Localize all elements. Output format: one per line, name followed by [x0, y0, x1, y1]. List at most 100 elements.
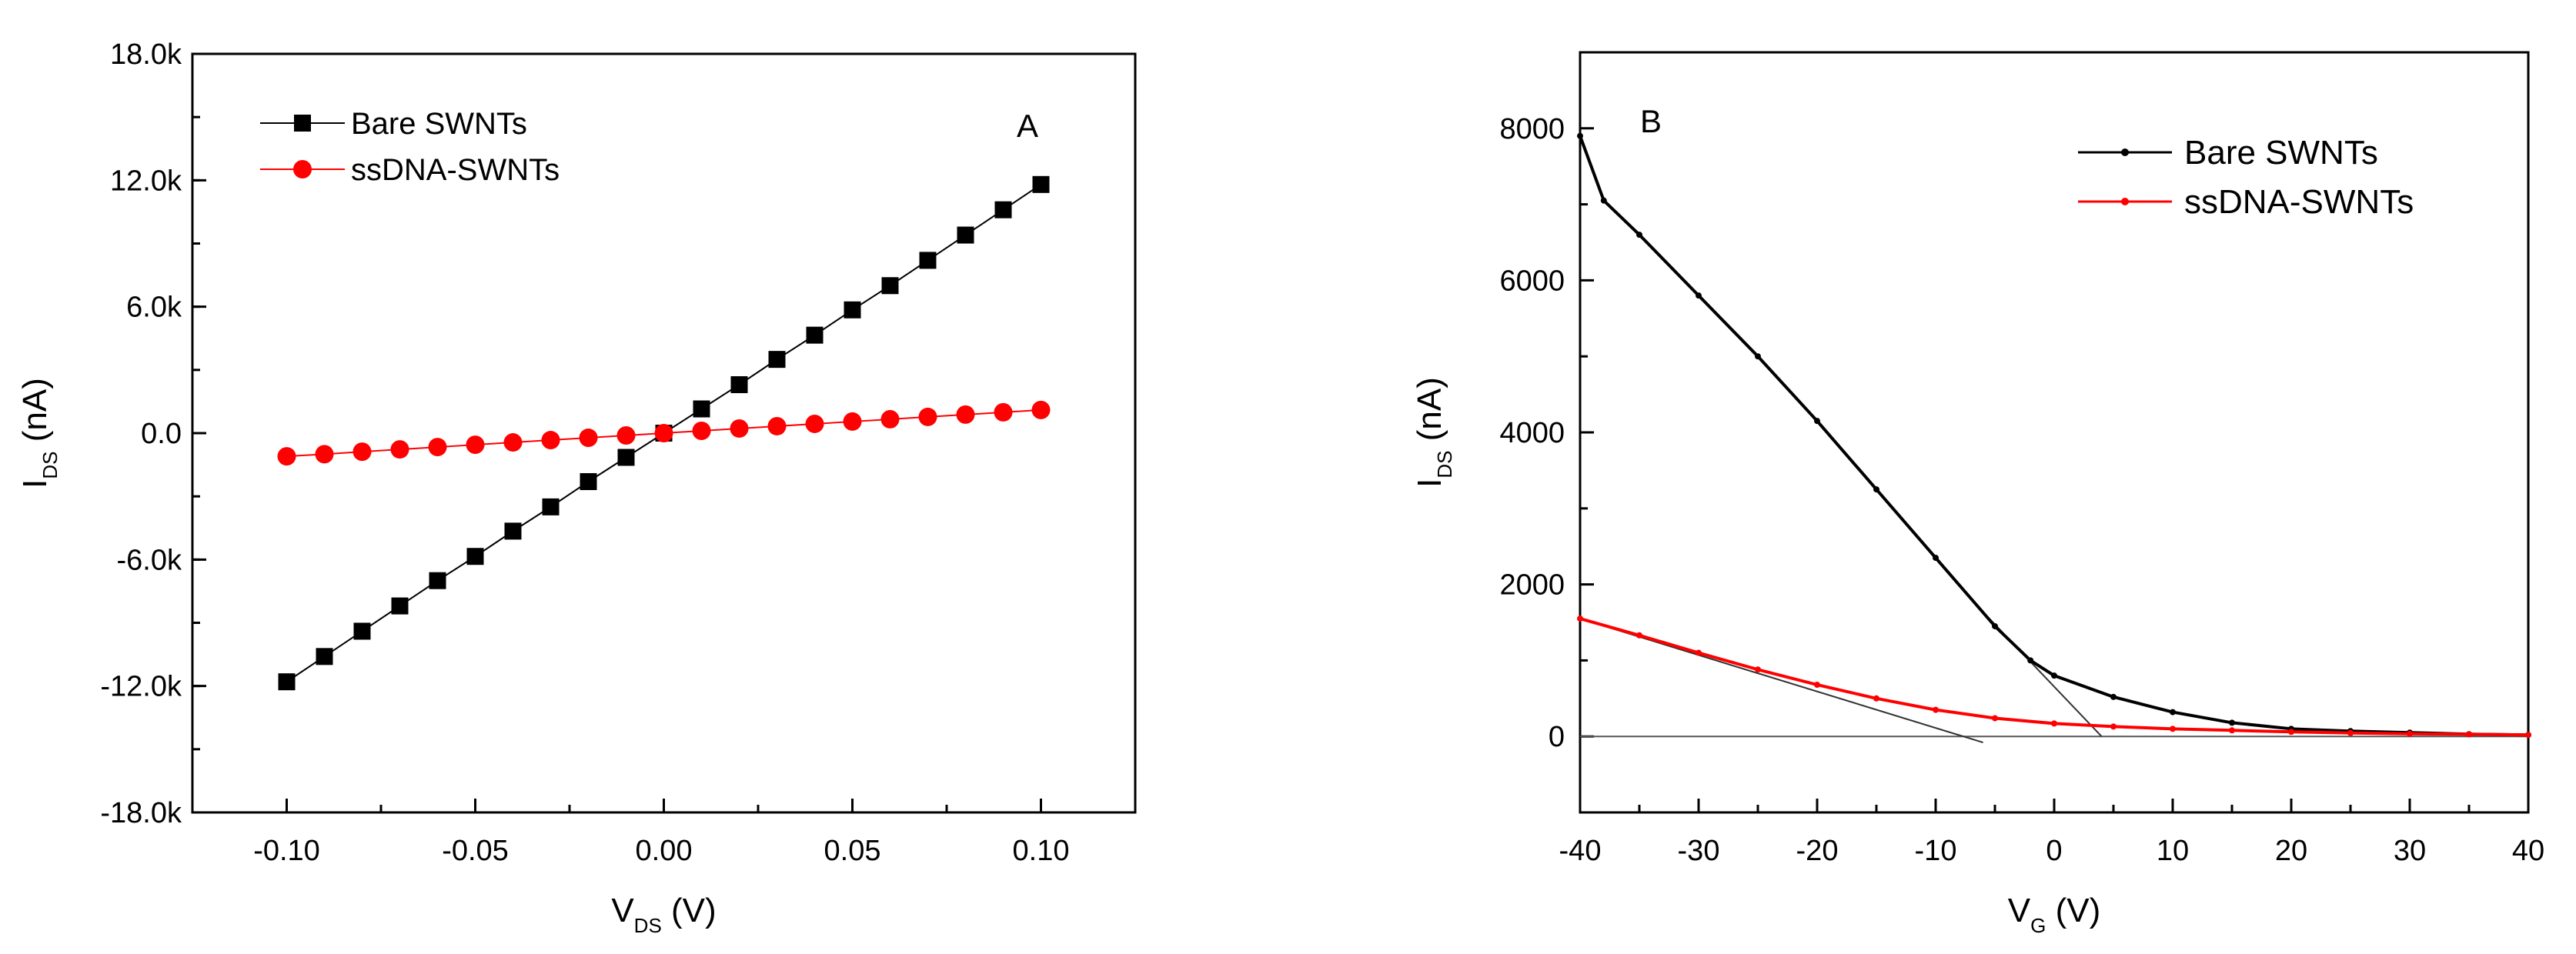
- y-axis-label-a: IDS (nA): [16, 378, 62, 489]
- data-point-bare: [730, 376, 748, 394]
- plot-frame-b: [1579, 51, 2530, 814]
- x-axis-label-a-unit: (V): [662, 892, 717, 929]
- x-tick-label-b: 20: [2275, 835, 2307, 867]
- x-axis-label-b: VG (V): [2008, 892, 2100, 937]
- data-point-bare: [504, 522, 522, 540]
- y-tick-label-b: 8000: [1499, 113, 1565, 145]
- legend-marker: [2121, 198, 2129, 205]
- data-point-ssdna: [541, 431, 560, 450]
- y-axis-label-b: IDS (nA): [1411, 377, 1456, 488]
- panel-b: -40 -30 -20 -10 0 10 20 30 40 0 2000 4000 6000 8000 VG…: [1411, 51, 2544, 937]
- x-axis-label-a: VDS (V): [611, 892, 716, 937]
- data-point-bare: [994, 201, 1012, 218]
- legend-label: ssDNA-SWNTs: [2184, 183, 2414, 221]
- data-point-bare: [1755, 353, 1761, 360]
- data-point-ssdna: [2229, 727, 2235, 734]
- x-tick-label-a: 0.05: [824, 835, 881, 867]
- data-point-ssdna: [2051, 720, 2057, 727]
- data-point-bare: [768, 351, 786, 369]
- y-tick-label-b: 4000: [1499, 417, 1565, 449]
- data-point-ssdna: [2288, 729, 2294, 736]
- data-point-ssdna: [1636, 632, 1642, 639]
- y-tick-label-a: 0.0: [141, 418, 182, 450]
- x-tick-label-a: 0.00: [636, 835, 693, 867]
- data-point-ssdna: [315, 445, 334, 464]
- data-point-ssdna: [654, 424, 673, 442]
- data-point-bare: [580, 472, 597, 490]
- data-point-ssdna: [692, 421, 711, 440]
- y-tick-label-b: 6000: [1499, 265, 1565, 297]
- legend-marker: [293, 160, 312, 178]
- y-tick-label-b: 2000: [1499, 569, 1565, 602]
- data-point-ssdna: [805, 414, 824, 433]
- data-point-ssdna: [956, 405, 975, 424]
- data-point-bare: [919, 252, 937, 269]
- data-point-ssdna: [2466, 731, 2472, 738]
- x-axis-label-a-main: V: [611, 892, 634, 929]
- data-point-ssdna: [2110, 723, 2117, 730]
- x-tick-label-a: -0.05: [442, 835, 509, 867]
- data-point-bare: [844, 301, 861, 319]
- x-tick-label-b: 30: [2394, 835, 2426, 867]
- data-point-bare: [316, 648, 333, 665]
- data-point-bare: [391, 597, 409, 615]
- x-axis-label-b-sub: G: [2030, 914, 2046, 937]
- data-point-bare: [617, 449, 635, 466]
- data-point-bare: [1873, 486, 1879, 493]
- data-point-ssdna: [352, 442, 372, 462]
- data-point-bare: [693, 400, 710, 418]
- data-point-ssdna: [730, 419, 749, 438]
- data-point-ssdna: [2525, 732, 2531, 739]
- data-point-bare: [542, 498, 560, 515]
- y-axis-label-a-unit: (nA): [16, 378, 54, 451]
- data-point-ssdna: [277, 447, 296, 466]
- data-point-ssdna: [1577, 615, 1583, 622]
- y-tick-label-a: -6.0k: [117, 544, 182, 576]
- y-axis-label-b-unit: (nA): [1411, 377, 1448, 450]
- series-line-bare: [1579, 135, 2529, 737]
- x-tick-label-b: 40: [2512, 835, 2544, 867]
- y-tick-label-a: -18.0k: [100, 797, 182, 829]
- data-point-bare: [881, 277, 899, 295]
- panel-a: -0.10 -0.05 0.00 0.05 0.10 -18.0k -12.0k -6.0k 0…: [16, 38, 1137, 937]
- legend-label: ssDNA-SWNTs: [351, 153, 560, 187]
- panel-label-b: B: [1640, 103, 1662, 139]
- y-tick-label-a: -12.0k: [100, 671, 182, 703]
- data-point-bare: [2027, 657, 2034, 664]
- data-point-bare: [278, 673, 296, 691]
- legend-marker: [2121, 148, 2129, 156]
- x-tick-label-b: -40: [1559, 835, 1602, 867]
- data-point-ssdna: [1696, 649, 1702, 656]
- data-point-ssdna: [1814, 682, 1820, 689]
- data-point-ssdna: [1873, 695, 1879, 702]
- x-tick-label-b: 10: [2157, 835, 2189, 867]
- data-point-ssdna: [579, 429, 598, 448]
- data-point-ssdna: [1031, 400, 1051, 419]
- data-point-bare: [353, 622, 371, 640]
- data-point-ssdna: [880, 409, 900, 429]
- data-point-bare: [429, 572, 446, 589]
- data-point-bare: [1636, 232, 1642, 239]
- data-point-ssdna: [2347, 729, 2354, 736]
- data-point-bare: [466, 548, 484, 565]
- data-point-ssdna: [428, 438, 447, 457]
- data-point-ssdna: [466, 435, 485, 455]
- x-axis-label-b-unit: (V): [2046, 892, 2100, 929]
- data-point-ssdna: [503, 433, 523, 452]
- x-tick-label-b: 0: [2046, 835, 2062, 867]
- data-point-bare: [1696, 292, 1702, 299]
- data-point-ssdna: [2170, 726, 2176, 732]
- data-point-bare: [1600, 197, 1607, 204]
- data-point-bare: [1992, 622, 1998, 629]
- data-point-ssdna: [1992, 715, 1998, 722]
- data-point-bare: [2110, 693, 2117, 700]
- data-point-bare: [1814, 418, 1820, 425]
- x-tick-label-b: -30: [1678, 835, 1720, 867]
- data-point-bare: [1577, 132, 1583, 139]
- x-tick-label-a: -0.10: [253, 835, 320, 867]
- data-point-bare: [2229, 719, 2235, 726]
- data-point-bare: [1032, 175, 1050, 193]
- x-tick-label-b: -10: [1915, 835, 1957, 867]
- x-tick-label-a: 0.10: [1013, 835, 1070, 867]
